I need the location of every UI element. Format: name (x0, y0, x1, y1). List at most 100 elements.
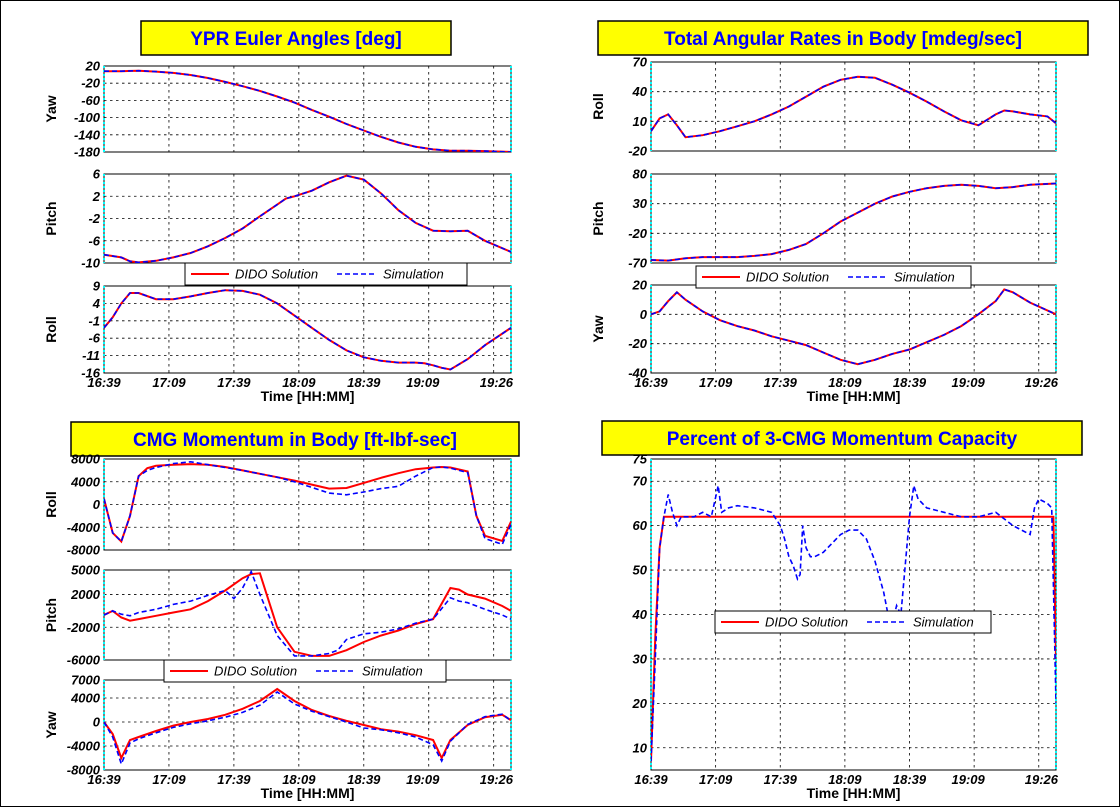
y-tick-label: -70 (628, 256, 648, 271)
plot-panel-4: 80 30 -20 -70 Pitch (590, 167, 1057, 271)
y-tick-label: 4000 (70, 691, 101, 706)
x-tick-label: 19:26 (1025, 375, 1059, 390)
x-tick-label: 18:09 (282, 772, 316, 787)
y-tick-label: 30 (633, 196, 648, 211)
legend-label-simulation: Simulation (913, 615, 974, 630)
legend-capacity: DIDO Solution Simulation (714, 610, 992, 634)
x-tick-label: 19:26 (480, 375, 514, 390)
series-line-simulation (104, 570, 511, 657)
grid-lines (104, 570, 511, 660)
chart-title-box (601, 420, 1083, 456)
y-tick-label: -140 (74, 127, 101, 142)
y-tick-label: -20 (81, 76, 101, 91)
series-line-simulation (651, 75, 1056, 139)
y-tick-label: 8000 (71, 452, 101, 467)
x-axis-label: Time [HH:MM] (807, 785, 901, 801)
grid-lines (104, 286, 511, 373)
legend-label-simulation: Simulation (894, 270, 955, 285)
chart-title-text: Total Angular Rates in Body [mdeg/sec] (664, 29, 1022, 50)
x-tick-label: 18:39 (893, 772, 927, 787)
series-line-simulation (104, 691, 511, 767)
y-axis-label: Yaw (590, 315, 606, 342)
legend-label-simulation: Simulation (362, 664, 423, 679)
series-line-dido-solution (104, 572, 511, 657)
chart-title-cmg: CMG Momentum in Body [ft-lbf-sec] (70, 421, 520, 457)
legend-cmg: DIDO Solution Simulation (163, 659, 447, 683)
y-tick-label: -2000 (67, 620, 101, 635)
legend-box (163, 659, 447, 683)
grid-lines (651, 285, 1056, 373)
grid-lines (104, 66, 511, 152)
series-line-simulation (104, 69, 511, 152)
chart-title-capacity: Percent of 3-CMG Momentum Capacity (601, 420, 1083, 456)
plot-panel-6: 8000 4000 0 -4000 -8000 Roll (43, 452, 512, 558)
chart-title-box (597, 20, 1089, 56)
plot-panel-0: 20 -20 -60 -100 -140 -180 Yaw (43, 59, 512, 160)
x-tick-label: 18:09 (828, 375, 862, 390)
legend-label-dido-solution: DIDO Solution (765, 615, 848, 630)
legend-ypr: DIDO Solution Simulation (184, 262, 468, 286)
plot-area (103, 285, 512, 374)
y-tick-label: 2 (92, 189, 101, 204)
y-tick-label: -8000 (67, 763, 101, 778)
grid-lines (104, 680, 511, 770)
grid-lines (651, 459, 1056, 770)
y-tick-label: 6 (93, 167, 101, 182)
x-tick-label: 17:39 (217, 375, 251, 390)
plot-panel-7: 5000 2000 -2000 -6000 Pitch (43, 563, 512, 668)
y-tick-label: 20 (85, 59, 101, 74)
legend-label-simulation: Simulation (383, 267, 444, 282)
x-tick-label: 19:09 (952, 772, 986, 787)
y-tick-label: -20 (628, 226, 648, 241)
y-tick-label: -6000 (67, 653, 101, 668)
x-tick-label: 19:09 (952, 375, 986, 390)
y-axis-label: Roll (43, 491, 59, 517)
y-tick-label: -20 (628, 336, 648, 351)
y-tick-label: 7000 (71, 673, 101, 688)
y-tick-label: 40 (632, 84, 648, 99)
x-tick-label: 19:09 (406, 772, 440, 787)
y-axis-label: Yaw (43, 95, 59, 122)
x-tick-label: 18:09 (828, 772, 862, 787)
x-tick-label: 16:39 (634, 772, 668, 787)
y-tick-label: 10 (633, 114, 648, 129)
y-tick-label: 20 (632, 278, 648, 293)
legend-box (695, 265, 972, 289)
x-axis-label: Time [HH:MM] (261, 785, 355, 801)
y-tick-label: 4000 (70, 474, 101, 489)
legend-box (184, 262, 468, 286)
x-tick-label: 16:39 (87, 772, 121, 787)
y-axis-label: Roll (590, 93, 606, 119)
chart-title-box (140, 20, 452, 56)
y-tick-label: -4000 (67, 520, 101, 535)
y-tick-label: 75 (633, 452, 648, 467)
grid-lines (104, 459, 511, 550)
y-tick-label: 5000 (71, 563, 101, 578)
y-tick-label: 80 (633, 167, 648, 182)
x-axis-label: Time [HH:MM] (807, 388, 901, 404)
y-axis-label: Pitch (43, 201, 59, 235)
y-tick-label: 70 (633, 55, 648, 70)
y-tick-label: 30 (633, 651, 648, 666)
y-tick-label: -1 (88, 313, 100, 328)
y-tick-label: 0 (640, 307, 648, 322)
x-tick-label: 19:26 (480, 772, 514, 787)
legend-label-dido-solution: DIDO Solution (235, 267, 318, 282)
y-tick-label: 0 (93, 497, 101, 512)
y-tick-label: 2000 (70, 587, 101, 602)
y-tick-label: -40 (628, 366, 648, 381)
chart-title-text: CMG Momentum in Body [ft-lbf-sec] (133, 430, 457, 451)
y-tick-label: 40 (632, 607, 648, 622)
chart-title-text: YPR Euler Angles [deg] (190, 29, 402, 50)
y-tick-label: 20 (632, 696, 648, 711)
y-tick-label: 4 (92, 296, 101, 311)
y-tick-label: 50 (633, 563, 648, 578)
y-tick-label: -2 (88, 211, 100, 226)
y-tick-label: -100 (74, 110, 101, 125)
x-tick-label: 18:39 (347, 772, 381, 787)
plot-panel-1: 6 2 -2 -6 -10 Pitch (43, 167, 512, 271)
plot-area (650, 284, 1057, 374)
y-tick-label: 0 (93, 715, 101, 730)
